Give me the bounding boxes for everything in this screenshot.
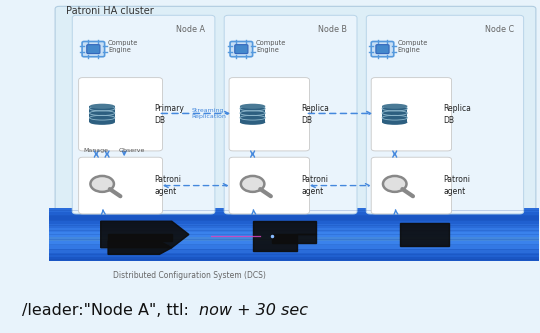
Ellipse shape	[382, 120, 408, 125]
Bar	[49, 220, 539, 224]
FancyBboxPatch shape	[229, 78, 309, 151]
Bar	[49, 208, 539, 212]
Bar	[49, 224, 539, 228]
Text: Manage: Manage	[84, 148, 109, 153]
Text: Observe: Observe	[118, 148, 145, 153]
Bar	[49, 212, 539, 216]
Text: Patroni
agent: Patroni agent	[444, 175, 471, 196]
Text: now + 30 sec: now + 30 sec	[199, 303, 308, 318]
Ellipse shape	[90, 120, 115, 125]
Bar	[49, 232, 539, 236]
Text: /leader:"Node A", ttl:: /leader:"Node A", ttl:	[22, 303, 194, 318]
Polygon shape	[400, 223, 449, 246]
FancyBboxPatch shape	[55, 6, 536, 215]
Text: Compute
Engine: Compute Engine	[256, 40, 286, 53]
Circle shape	[90, 176, 114, 192]
Bar	[240, 106, 265, 122]
Text: Patroni
agent: Patroni agent	[302, 175, 329, 196]
FancyBboxPatch shape	[371, 157, 451, 214]
FancyBboxPatch shape	[229, 157, 309, 214]
Text: Primary
DB: Primary DB	[154, 104, 185, 125]
Bar	[49, 249, 539, 253]
FancyBboxPatch shape	[224, 15, 357, 214]
FancyBboxPatch shape	[79, 78, 163, 151]
Polygon shape	[272, 234, 316, 243]
Text: Node C: Node C	[485, 25, 514, 34]
FancyBboxPatch shape	[82, 42, 105, 57]
Polygon shape	[108, 241, 172, 254]
FancyBboxPatch shape	[371, 42, 394, 57]
Polygon shape	[100, 221, 189, 248]
FancyBboxPatch shape	[72, 15, 215, 214]
Text: Replica
DB: Replica DB	[302, 104, 329, 125]
Circle shape	[383, 176, 407, 192]
Ellipse shape	[240, 120, 265, 125]
FancyBboxPatch shape	[230, 42, 253, 57]
Text: Patroni
agent: Patroni agent	[154, 175, 181, 196]
Ellipse shape	[382, 104, 408, 109]
Bar	[49, 245, 539, 249]
Text: Distributed Configuration System (DCS): Distributed Configuration System (DCS)	[113, 271, 266, 280]
FancyBboxPatch shape	[79, 157, 163, 214]
Polygon shape	[108, 234, 172, 241]
Bar	[49, 216, 539, 220]
FancyBboxPatch shape	[366, 15, 524, 214]
Text: Compute
Engine: Compute Engine	[397, 40, 428, 53]
Ellipse shape	[240, 104, 265, 109]
Ellipse shape	[90, 104, 115, 109]
Circle shape	[241, 176, 265, 192]
FancyBboxPatch shape	[87, 45, 100, 54]
Bar	[49, 241, 539, 245]
Bar	[49, 253, 539, 257]
Bar	[90, 106, 115, 122]
Bar	[49, 257, 539, 261]
Text: Node A: Node A	[176, 25, 205, 34]
Polygon shape	[253, 221, 316, 251]
Bar	[49, 236, 539, 241]
FancyBboxPatch shape	[371, 78, 451, 151]
Text: Node B: Node B	[318, 25, 347, 34]
Text: Streaming
Replication: Streaming Replication	[191, 108, 226, 119]
Text: Replica
DB: Replica DB	[444, 104, 471, 125]
FancyBboxPatch shape	[235, 45, 248, 54]
Text: Patroni HA cluster: Patroni HA cluster	[66, 6, 154, 16]
Bar	[382, 106, 408, 122]
FancyBboxPatch shape	[376, 45, 389, 54]
Text: Compute
Engine: Compute Engine	[108, 40, 138, 53]
Bar	[49, 228, 539, 232]
